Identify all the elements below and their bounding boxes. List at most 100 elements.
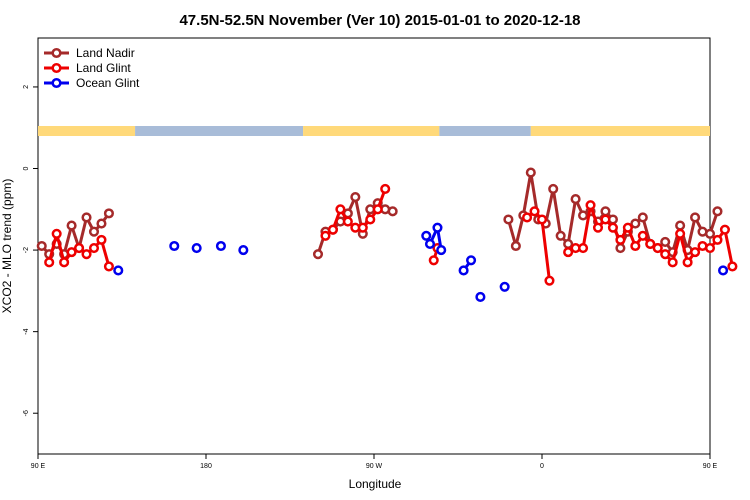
- data-point: [637, 230, 648, 241]
- legend-label: Ocean Glint: [76, 76, 140, 90]
- data-point: [660, 236, 671, 247]
- data-point: [357, 222, 368, 233]
- x-tick-label: 90 W: [366, 463, 383, 470]
- data-point: [525, 167, 536, 178]
- data-point: [428, 255, 439, 266]
- data-point: [36, 240, 47, 252]
- legend-item-land-glint: Land Glint: [44, 61, 131, 75]
- data-point: [578, 210, 589, 221]
- data-point: [570, 194, 581, 205]
- data-point: [544, 275, 555, 286]
- legend-label: Land Glint: [76, 61, 131, 75]
- y-tick-label: 0: [23, 166, 30, 170]
- x-tick-label: 90 E: [31, 463, 46, 470]
- data-point: [712, 206, 723, 217]
- series-ocean-glint: [113, 222, 729, 303]
- data-point: [529, 206, 540, 217]
- data-point: [51, 228, 62, 239]
- data-point: [424, 238, 436, 250]
- x-axis-label: Longitude: [349, 477, 402, 491]
- x-tick-label: 90 E: [703, 463, 718, 470]
- data-point: [660, 249, 671, 260]
- data-point: [96, 234, 107, 245]
- data-point: [522, 212, 533, 223]
- strip-segment-ocean: [135, 126, 304, 136]
- data-point: [690, 212, 701, 223]
- data-point: [712, 234, 723, 245]
- land-ocean-strip: [38, 126, 710, 136]
- data-point: [169, 240, 180, 252]
- data-point: [615, 242, 626, 254]
- data-point: [342, 216, 353, 227]
- data-point: [421, 230, 432, 241]
- data-point: [66, 247, 77, 258]
- data-point: [630, 240, 641, 252]
- series-line: [506, 171, 719, 254]
- plot-frame: [37, 37, 711, 455]
- series-land-glint: [44, 183, 738, 286]
- data-point: [585, 200, 596, 211]
- legend-item-ocean-glint: Ocean Glint: [44, 76, 140, 90]
- data-point: [312, 249, 324, 260]
- data-point: [637, 212, 648, 223]
- data-point: [365, 214, 376, 225]
- strip-segment-ocean: [439, 126, 531, 136]
- data-point: [238, 245, 249, 256]
- x-axis: 90 E 180 90 W 0 90 E: [31, 454, 718, 470]
- data-point: [380, 183, 391, 194]
- data-point: [103, 208, 114, 219]
- data-point: [503, 214, 514, 225]
- strip-segment-land: [303, 126, 440, 136]
- data-point: [191, 242, 202, 254]
- data-point: [563, 247, 574, 258]
- data-point: [578, 242, 589, 254]
- series-layer: [36, 167, 738, 303]
- data-point: [113, 265, 124, 276]
- legend-label: Land Nadir: [76, 46, 135, 60]
- data-point: [727, 261, 738, 272]
- data-point: [555, 230, 566, 241]
- data-point: [81, 212, 92, 223]
- data-point: [704, 228, 716, 239]
- data-point: [622, 222, 633, 233]
- data-point: [592, 222, 604, 233]
- data-point: [466, 255, 477, 266]
- data-point: [704, 242, 716, 254]
- data-point: [372, 204, 383, 215]
- data-point: [510, 240, 521, 252]
- legend-marker: [51, 77, 62, 89]
- legend-marker: [51, 62, 62, 74]
- data-point: [74, 242, 85, 254]
- data-point: [436, 245, 447, 256]
- chart-title: 47.5N-52.5N November (Ver 10) 2015-01-01…: [179, 12, 580, 29]
- data-point: [630, 218, 641, 229]
- y-tick-label: 2: [23, 85, 30, 89]
- data-point: [675, 220, 686, 231]
- y-tick-label: -4: [23, 328, 30, 334]
- data-point: [103, 261, 114, 272]
- data-point: [719, 224, 730, 235]
- data-point: [675, 228, 686, 239]
- x-tick-label: 0: [540, 463, 544, 470]
- data-point: [59, 257, 70, 268]
- data-point: [96, 218, 107, 229]
- data-point: [645, 238, 656, 250]
- data-point: [536, 214, 548, 225]
- data-point: [387, 206, 398, 217]
- data-point: [327, 224, 338, 235]
- data-point: [66, 220, 77, 231]
- data-point: [475, 291, 486, 303]
- data-point: [320, 230, 331, 241]
- data-point: [44, 257, 55, 268]
- data-point: [682, 257, 693, 268]
- data-point: [615, 234, 626, 245]
- y-tick-label: -2: [23, 247, 30, 253]
- data-point: [88, 226, 100, 237]
- y-axis: 2 0 -2 -4 -6: [23, 85, 38, 416]
- y-axis-label: XCO2 - MLO trend (ppm): [0, 179, 14, 314]
- data-point: [718, 265, 729, 276]
- legend-marker: [51, 47, 62, 59]
- x-tick-label: 180: [200, 463, 212, 470]
